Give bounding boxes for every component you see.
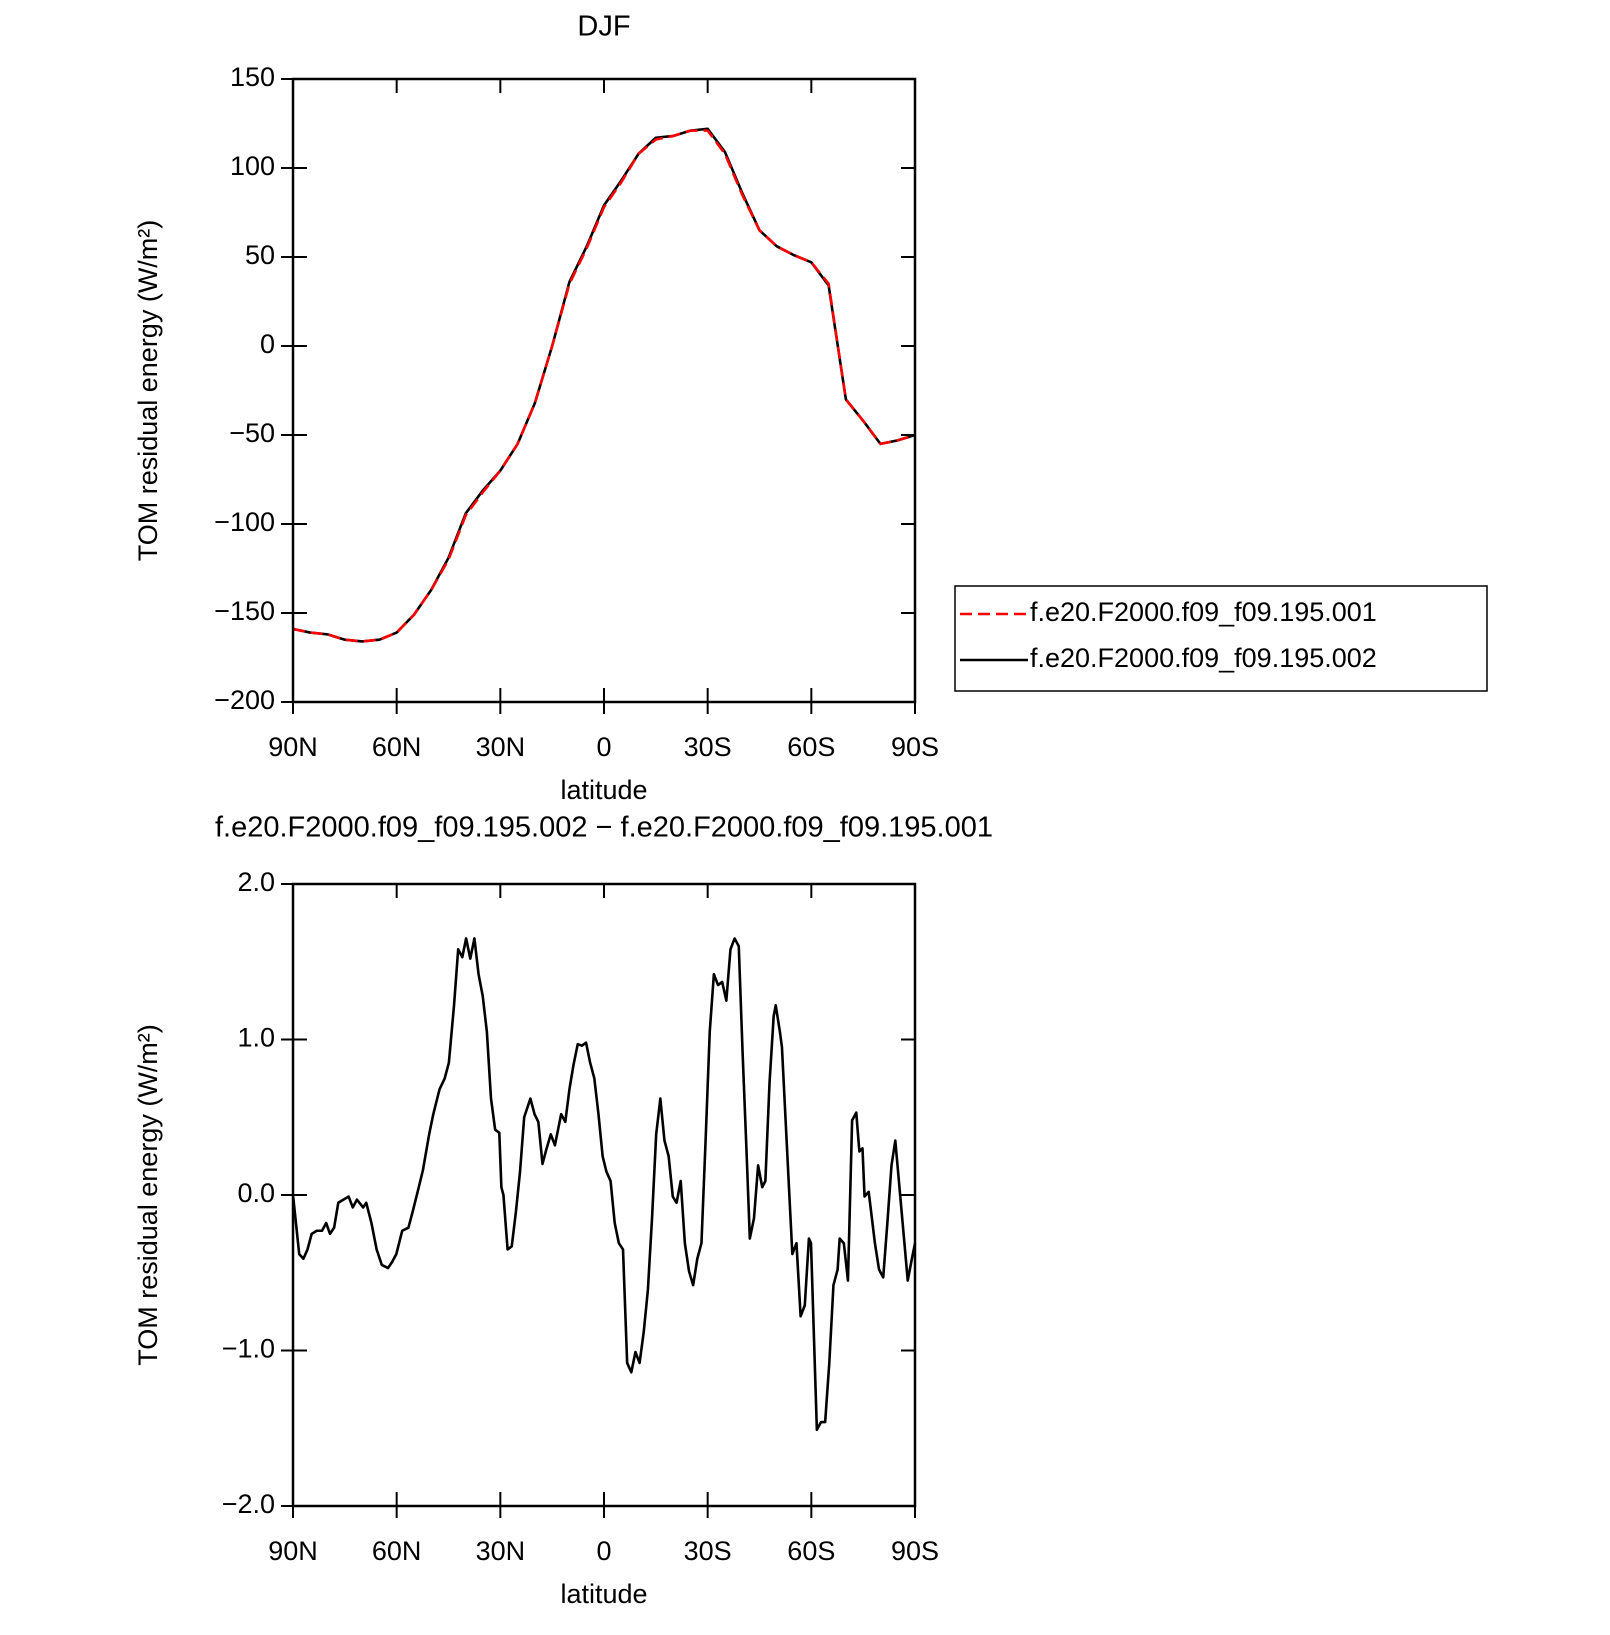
y-axis-label: TOM residual energy (W/m²)	[133, 220, 163, 562]
chart-title: f.e20.F2000.f09_f09.195.002 − f.e20.F200…	[215, 812, 993, 844]
y-tick-label: −150	[214, 596, 275, 626]
y-axis-label: TOM residual energy (W/m²)	[133, 1024, 163, 1366]
y-tick-label: 150	[230, 62, 275, 92]
chart-title: DJF	[577, 11, 630, 43]
y-tick-label: 0	[260, 329, 275, 359]
y-tick-label: 1.0	[237, 1023, 275, 1053]
x-tick-label: 30N	[476, 1536, 526, 1566]
y-tick-label: 2.0	[237, 867, 275, 897]
plot-frame	[291, 77, 917, 704]
y-tick-label: −100	[214, 507, 275, 537]
y-tick-label: 50	[245, 240, 275, 270]
x-tick-label: 90N	[268, 1536, 318, 1566]
legend-box	[954, 585, 1488, 692]
legend-label: f.e20.F2000.f09_f09.195.001	[1030, 597, 1377, 627]
y-tick-label: −200	[214, 685, 275, 715]
legend-label: f.e20.F2000.f09_f09.195.002	[1030, 643, 1377, 673]
y-tick-label: 100	[230, 151, 275, 181]
x-tick-label: 90S	[891, 732, 939, 762]
x-tick-label: 30N	[476, 732, 526, 762]
x-axis-label: latitude	[560, 775, 647, 805]
x-axis-label: latitude	[560, 1579, 647, 1609]
plot-frame	[291, 882, 917, 1508]
data-line	[291, 937, 917, 1432]
x-tick-label: 0	[596, 1536, 611, 1566]
x-tick-label: 90S	[891, 1536, 939, 1566]
x-tick-label: 30S	[684, 1536, 732, 1566]
y-tick-label: 0.0	[237, 1178, 275, 1208]
y-tick-label: −2.0	[222, 1489, 275, 1519]
x-tick-label: 60S	[787, 1536, 835, 1566]
x-tick-label: 60N	[372, 732, 422, 762]
y-tick-label: −50	[229, 418, 275, 448]
x-tick-label: 30S	[684, 732, 732, 762]
x-tick-label: 0	[596, 732, 611, 762]
x-tick-label: 60N	[372, 1536, 422, 1566]
y-tick-label: −1.0	[222, 1334, 275, 1364]
x-tick-label: 90N	[268, 732, 318, 762]
data-line	[292, 129, 916, 643]
x-tick-label: 60S	[787, 732, 835, 762]
